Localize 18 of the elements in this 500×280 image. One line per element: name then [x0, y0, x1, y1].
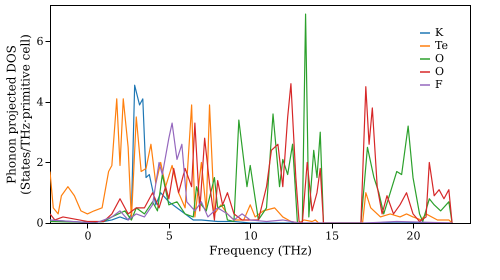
x-tick-label: 0 — [84, 230, 92, 242]
y-axis-title: Phonon projected DOS (States/THz·primitive cell) — [4, 34, 32, 195]
y-tick-label: 6 — [36, 34, 44, 48]
line-series — [50, 122, 453, 223]
legend-label: F — [435, 78, 443, 91]
legend-label: K — [435, 26, 444, 39]
legend-label: Te — [435, 39, 448, 52]
legend-label: O — [435, 52, 444, 65]
x-axis-title: Frequency (THz) — [209, 244, 312, 258]
x-tick-label: 20 — [406, 230, 421, 242]
y-tick-label: 4 — [36, 95, 44, 108]
x-tick-label: 5 — [166, 230, 173, 242]
line-series — [50, 13, 453, 223]
y-tick-label: 0 — [36, 216, 44, 230]
x-tick-label: 10 — [244, 230, 258, 242]
y-tick-label: 2 — [36, 156, 44, 169]
legend-label: O — [435, 65, 444, 78]
x-tick-label: 15 — [325, 230, 340, 242]
